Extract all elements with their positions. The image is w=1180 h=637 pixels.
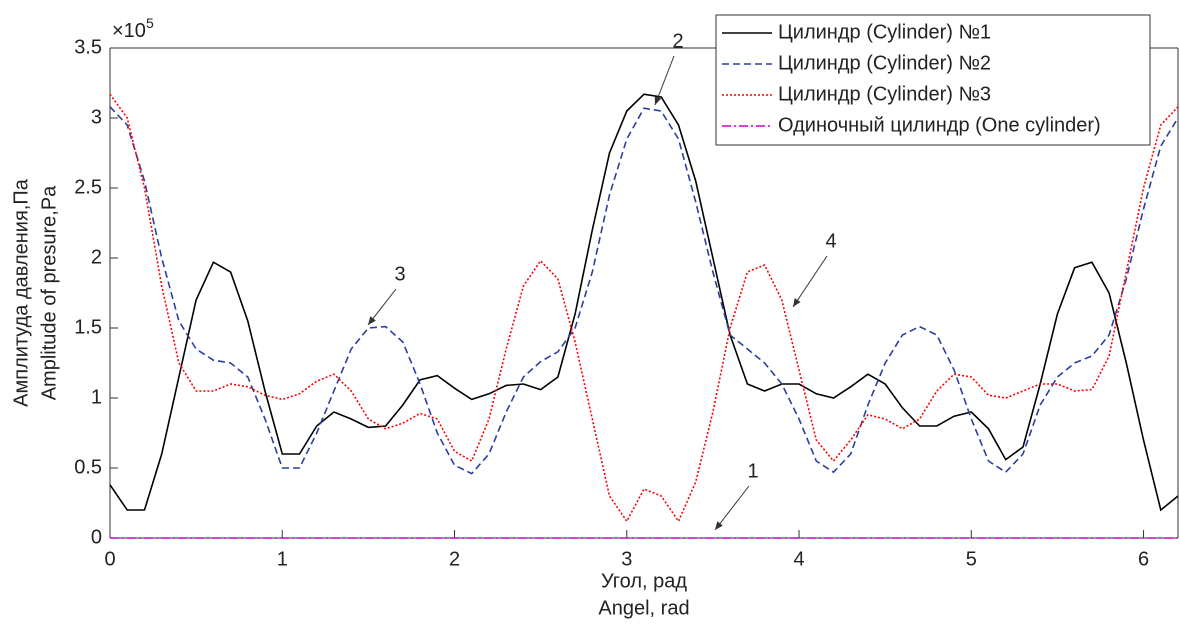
series-line <box>109 93 1179 512</box>
exponent-base: ×10 <box>112 20 146 42</box>
y-tick-label: 0.5 <box>74 456 102 478</box>
annotation: 2 <box>672 30 683 52</box>
annotation-arrow <box>714 485 750 531</box>
annotation-arrowhead <box>715 521 723 530</box>
annotation-arrowhead <box>793 298 801 307</box>
x-axis-label: Угол, рад <box>601 570 687 592</box>
x-tick-label: 2 <box>449 548 460 570</box>
x-tick-label: 1 <box>277 548 288 570</box>
annotation: 3 <box>394 263 405 285</box>
annotation-arrow <box>654 55 675 106</box>
series-line <box>109 93 1179 523</box>
annotation: 4 <box>825 230 836 252</box>
y-tick-label: 1.5 <box>74 316 102 338</box>
annotation-arrowhead <box>368 316 376 325</box>
x-tick-label: 4 <box>793 548 804 570</box>
y-tick-label: 1 <box>91 386 102 408</box>
legend-label: Цилиндр (Cylinder) №1 <box>778 21 991 43</box>
annotation-arrowhead <box>654 96 662 105</box>
legend-label: Одиночный цилиндр (One cylinder) <box>778 114 1101 136</box>
legend-box <box>715 14 1151 146</box>
exponent-power: 5 <box>146 15 154 31</box>
y-tick-label: 2 <box>91 246 102 268</box>
y-tick-label: 3.5 <box>74 36 102 58</box>
legend-label: Цилиндр (Cylinder) №2 <box>778 52 991 74</box>
y-tick-label: 3 <box>91 106 102 128</box>
annotation-arrow <box>792 255 828 308</box>
y-axis-label: Amplitude of presure,Pa <box>38 185 60 400</box>
x-tick-label: 3 <box>621 548 632 570</box>
series-line <box>109 106 1179 475</box>
y-tick-label: 2.5 <box>74 176 102 198</box>
y-tick-label: 0 <box>91 526 102 548</box>
annotation: 1 <box>747 460 758 482</box>
legend-label: Цилиндр (Cylinder) №3 <box>778 83 991 105</box>
x-tick-label: 0 <box>104 548 115 570</box>
x-tick-label: 5 <box>966 548 977 570</box>
y-axis-label: Амплитуда давления,Па <box>10 178 32 407</box>
x-axis-label: Angel, rad <box>598 597 689 619</box>
y-exponent: ×105 <box>112 15 154 43</box>
x-tick-label: 6 <box>1138 548 1149 570</box>
